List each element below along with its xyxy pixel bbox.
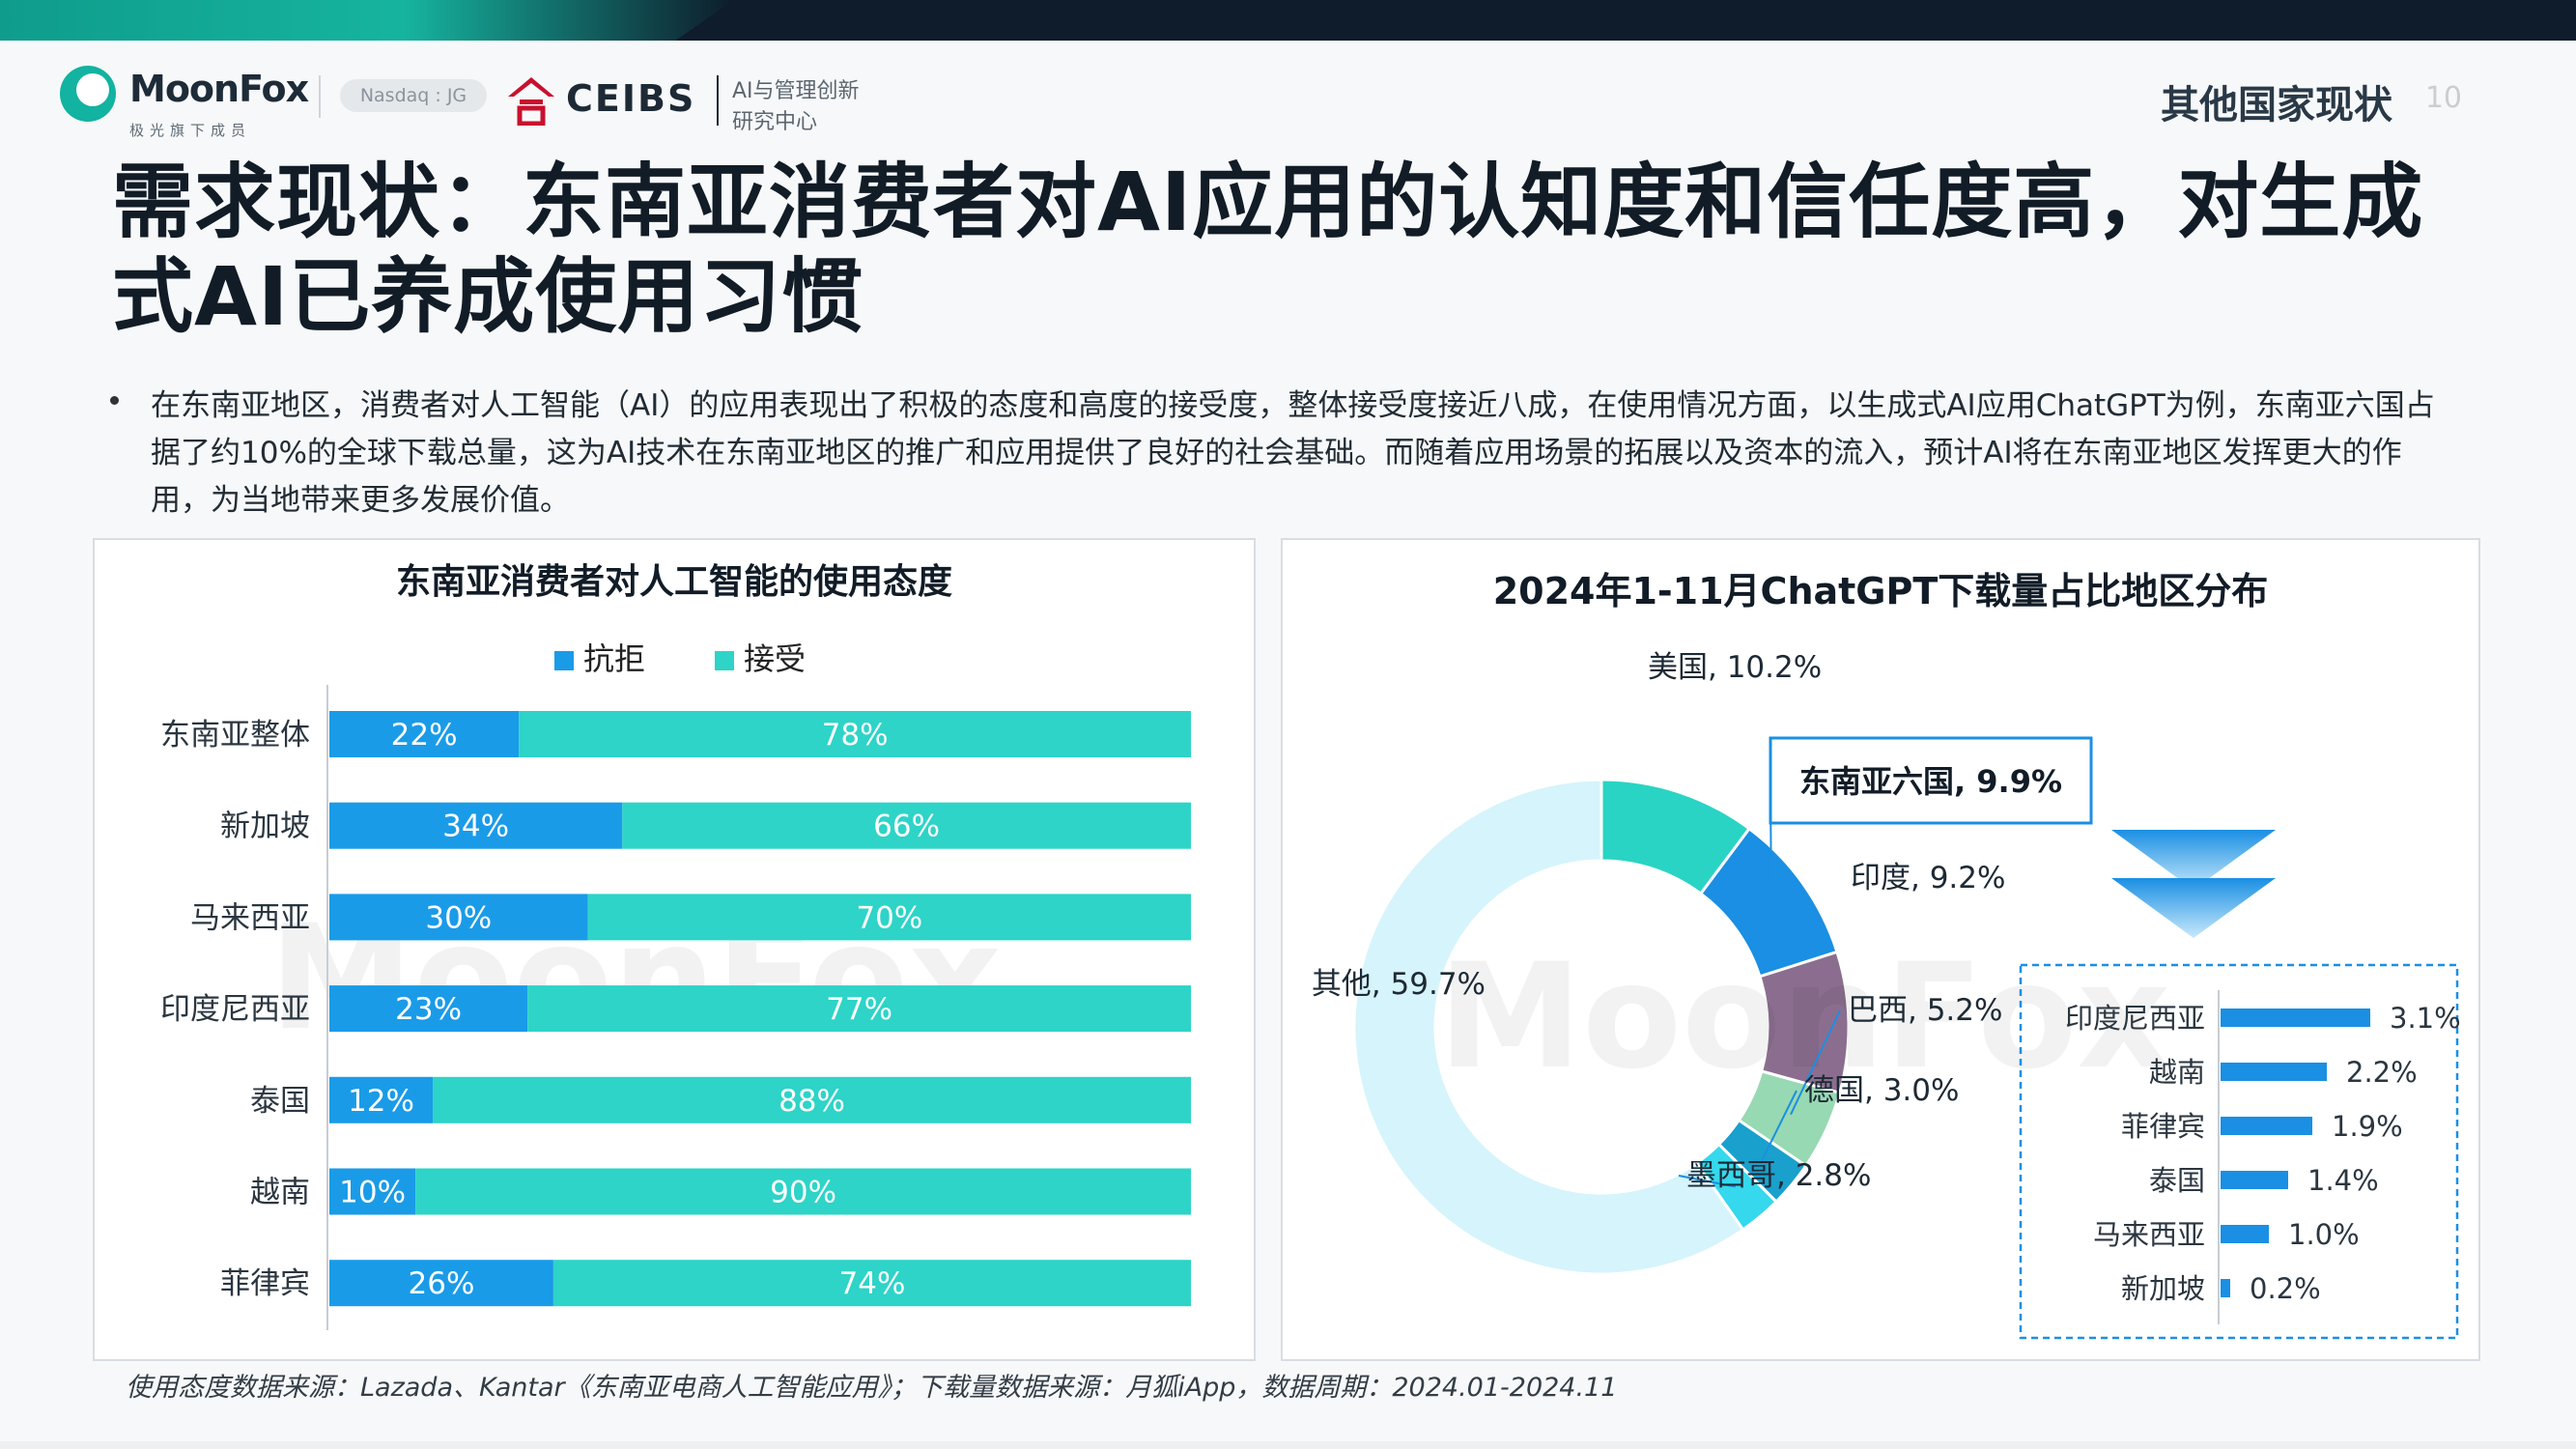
bar-value-label: 70% xyxy=(856,900,922,935)
bar-reject xyxy=(329,711,520,757)
legend-label: 接受 xyxy=(744,640,806,677)
category-label: 菲律宾 xyxy=(220,1266,310,1301)
top-banner xyxy=(0,0,2576,41)
page-number: 10 xyxy=(2424,81,2462,115)
category-label: 越南 xyxy=(250,1176,310,1210)
sub-value-label: 1.9% xyxy=(2332,1110,2403,1143)
bottom-line xyxy=(0,1441,2576,1449)
sub-value-label: 1.0% xyxy=(2288,1218,2360,1251)
bar-value-label: 12% xyxy=(348,1084,414,1119)
watermark: MoonFox xyxy=(1438,933,2170,1101)
attitude-chart-panel: 东南亚消费者对人工智能的使用态度 MoonFox 抗拒 接受 东南亚整体 22% 78% 新… xyxy=(93,538,1256,1361)
bar-value-label: 10% xyxy=(339,1176,406,1210)
sub-category-label: 马来西亚 xyxy=(2093,1218,2205,1251)
sub-value-label: 3.1% xyxy=(2390,1002,2461,1035)
bar-value-label: 88% xyxy=(778,1084,845,1119)
donut-slice xyxy=(1352,778,1745,1276)
sub-bar xyxy=(2221,1171,2288,1189)
category-label: 泰国 xyxy=(250,1084,310,1119)
leader-line xyxy=(1761,1090,1798,1161)
slice-label: 墨西哥, 2.8% xyxy=(1686,1158,1871,1193)
page-title: 需求现状：东南亚消费者对AI应用的认知度和信任度高，对生成式AI已养成使用习惯 xyxy=(112,155,2424,344)
leader-line xyxy=(1790,1009,1841,1116)
sub-value-label: 2.2% xyxy=(2346,1056,2418,1089)
bar-value-label: 34% xyxy=(442,810,509,844)
bar-reject xyxy=(329,985,528,1033)
ceibs-name: CEIBS xyxy=(566,77,696,120)
bar-reject xyxy=(329,894,588,941)
sub-value-label: 0.2% xyxy=(2250,1272,2321,1305)
down-chevron-icon xyxy=(2111,878,2276,938)
sub-chart-frame xyxy=(2019,963,2459,1340)
bar-reject xyxy=(329,802,623,849)
moonfox-logo-icon xyxy=(60,66,116,122)
category-label: 新加坡 xyxy=(220,810,310,844)
bullet-dot-icon xyxy=(110,396,119,405)
section-name: 其他国家现状 xyxy=(2161,83,2392,128)
header-divider xyxy=(717,75,719,126)
bar-value-label: 77% xyxy=(826,992,892,1027)
slice-label: 美国, 10.2% xyxy=(1648,650,1822,685)
sub-category-label: 泰国 xyxy=(2149,1164,2205,1197)
sub-bar xyxy=(2221,1009,2370,1027)
leader-line xyxy=(1678,1175,1736,1188)
header-divider xyxy=(319,75,321,118)
category-label: 东南亚整体 xyxy=(160,718,310,753)
bar-value-label: 30% xyxy=(425,900,492,935)
bar-accept xyxy=(415,1168,1191,1215)
sub-value-label: 1.4% xyxy=(2307,1164,2379,1197)
bar-accept xyxy=(587,894,1191,941)
sub-bar xyxy=(2221,1225,2269,1243)
legend-label: 抗拒 xyxy=(583,640,645,677)
slice-label: 东南亚六国, 9.9% xyxy=(1799,763,2062,800)
sub-bar xyxy=(2221,1063,2327,1081)
ceibs-logo-icon xyxy=(508,77,554,126)
bar-accept xyxy=(552,1260,1191,1307)
ceibs-center-line1: AI与管理创新 xyxy=(732,79,860,103)
legend-swatch xyxy=(715,651,734,670)
slice-label: 其他, 59.7% xyxy=(1312,967,1486,1002)
sub-bar xyxy=(2221,1279,2230,1297)
bar-value-label: 78% xyxy=(822,718,889,753)
slice-label: 巴西, 5.2% xyxy=(1848,993,2002,1028)
bar-value-label: 90% xyxy=(770,1176,836,1210)
bar-value-label: 22% xyxy=(391,718,458,753)
bar-value-label: 26% xyxy=(409,1266,475,1301)
slice-label: 德国, 3.0% xyxy=(1804,1073,1959,1108)
sub-bar xyxy=(2221,1117,2312,1135)
sub-category-label: 越南 xyxy=(2149,1056,2205,1089)
summary-text: 在东南亚地区，消费者对人工智能（AI）的应用表现出了积极的态度和高度的接受度，整… xyxy=(151,388,2435,518)
category-label: 马来西亚 xyxy=(190,900,310,935)
highlight-box xyxy=(1769,736,2093,825)
bar-reject xyxy=(329,1076,434,1123)
download-chart: MoonFox 美国, 10.2% 东南亚六国, 9.9% 印度, 9.2% 巴西, 5… xyxy=(1312,650,2461,1340)
category-label: 印度尼西亚 xyxy=(160,992,310,1027)
bar-reject xyxy=(329,1260,553,1307)
bar-accept xyxy=(622,802,1191,849)
bar-accept xyxy=(433,1076,1191,1123)
sub-category-label: 菲律宾 xyxy=(2121,1110,2205,1143)
sub-category-label: 印度尼西亚 xyxy=(2065,1002,2205,1035)
slice-label: 印度, 9.2% xyxy=(1851,861,2005,895)
nasdaq-badge: Nasdaq : JG xyxy=(340,79,487,112)
download-chart-panel: 2024年1-11月ChatGPT下载量占比地区分布 MoonFox 美国, 10… xyxy=(1281,538,2480,1361)
attitude-chart-title: 东南亚消费者对人工智能的使用态度 xyxy=(395,562,952,602)
ceibs-center-line2: 研究中心 xyxy=(732,110,818,134)
legend-swatch xyxy=(554,651,574,670)
sub-category-label: 新加坡 xyxy=(2121,1272,2205,1305)
brand-subtitle: 极光旗下成员 xyxy=(129,122,252,139)
download-chart-title: 2024年1-11月ChatGPT下载量占比地区分布 xyxy=(1492,570,2269,612)
bar-reject xyxy=(329,1168,416,1215)
bar-value-label: 74% xyxy=(839,1266,906,1301)
bar-value-label: 66% xyxy=(873,810,940,844)
down-chevron-icon xyxy=(2111,830,2276,890)
brand-name: MoonFox xyxy=(129,68,309,110)
data-source-note: 使用态度数据来源：Lazada、Kantar《东南亚电商人工智能应用》；下载量数… xyxy=(126,1373,1618,1403)
bar-accept xyxy=(519,711,1191,757)
down-chevron-icon xyxy=(2111,830,2276,938)
bar-value-label: 23% xyxy=(395,992,462,1027)
bar-accept xyxy=(527,985,1191,1033)
